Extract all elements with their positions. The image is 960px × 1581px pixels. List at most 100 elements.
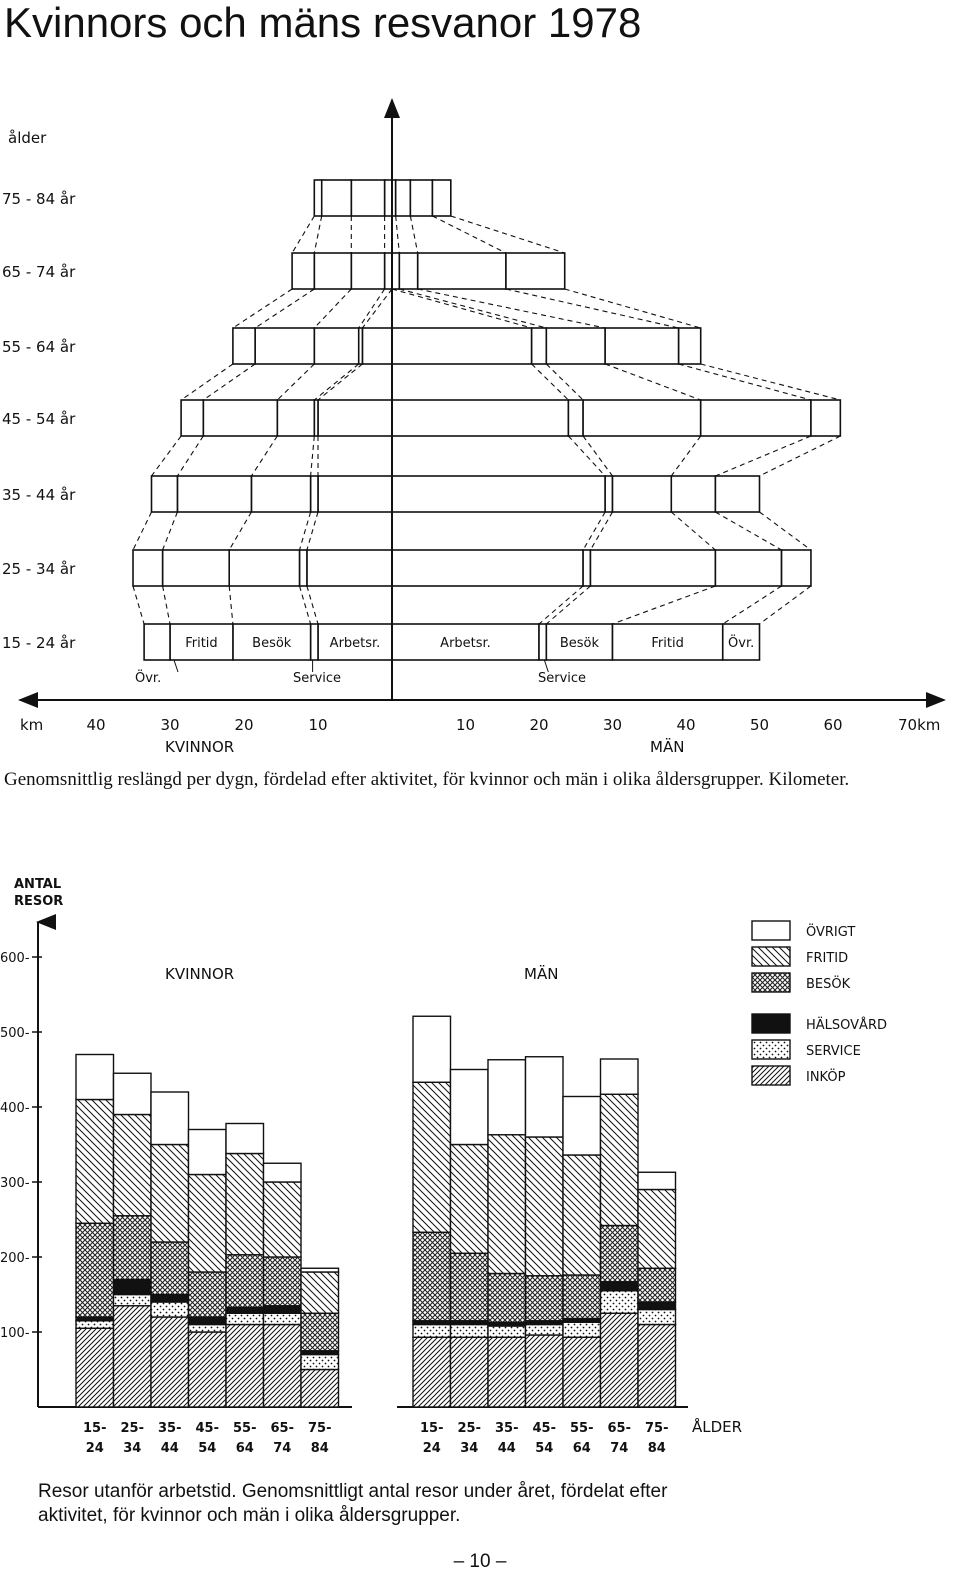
page-title: Kvinnors och mäns resvanor 1978 <box>4 0 642 46</box>
chart2-x-tick-top: 15- <box>420 1421 444 1436</box>
fig1-men-segment-vr <box>721 623 761 661</box>
chart2-bar-man-service <box>449 1323 489 1338</box>
fig1-dash-connector <box>409 215 419 254</box>
fig1-men-segment-besk <box>545 623 614 661</box>
chart2-legend-label: FRITID <box>806 951 848 966</box>
chart2-legend-label: SERVICE <box>806 1044 861 1059</box>
chart2-bar-kvinnor-inkp <box>225 1323 265 1408</box>
fig1-dash-connector <box>162 585 171 625</box>
fig1-dash-connector <box>291 215 315 254</box>
fig1-dash-connector <box>254 288 315 329</box>
chart2-x-tick-bottom: 84 <box>648 1441 666 1456</box>
chart2-x-tick-top: 35- <box>158 1421 182 1436</box>
chart2-bar-kvinnor-besk <box>225 1254 265 1308</box>
chart2-legend-swatch-besk <box>751 972 791 993</box>
chart2-legend-label: BESÖK <box>806 975 851 992</box>
fig1-dash-connector <box>228 585 234 625</box>
fig1-men-segment-vr <box>714 475 761 513</box>
chart2-bar-man-vrigt <box>599 1058 639 1095</box>
fig1-segment-label: Besök <box>252 636 292 651</box>
fig1-x-tick: 30 <box>603 716 622 734</box>
chart2-bar-man-besk <box>599 1224 639 1283</box>
chart2-bar-kvinnor-vrigt <box>187 1128 227 1176</box>
fig1-group-men: MÄN <box>650 737 684 756</box>
chart2-x-tick-top: 75- <box>645 1421 669 1436</box>
chart2-bar-kvinnor-hlsovrd <box>187 1316 227 1326</box>
fig1-dash-connector <box>250 435 278 477</box>
chart2-bar-kvinnor-besk <box>112 1215 152 1281</box>
fig1-dash-connector <box>604 363 701 401</box>
fig1-men-segment-besk <box>582 399 702 437</box>
chart2-xlabel: ÅLDER <box>692 1417 742 1436</box>
fig1-dash-connector <box>545 585 591 625</box>
chart2-x-tick-top: 25- <box>121 1421 145 1436</box>
fig1-men-segment-arbetsr <box>391 549 584 587</box>
chart2-bar-kvinnor-fritid <box>75 1098 115 1224</box>
fig1-women-segment-vr <box>132 549 164 587</box>
fig1-women-segment-vr <box>143 623 171 661</box>
chart2-y-tick-label: 400- <box>0 1101 30 1116</box>
fig1-men-segment-vr <box>431 179 452 217</box>
chart2-bar-kvinnor-service <box>187 1323 227 1333</box>
chart2-bar-kvinnor-fritid <box>112 1113 152 1217</box>
fig1-dash-connector <box>310 435 315 477</box>
fig1-x-unit-left: km <box>20 716 43 734</box>
chart2-bar-man-fritid <box>637 1188 677 1269</box>
chart2-x-tick-top: 75- <box>308 1421 332 1436</box>
fig1-women-segment-fritid <box>169 623 234 661</box>
chart2-bar-man-vrigt <box>562 1095 602 1156</box>
fig1-dash-connector <box>228 511 252 551</box>
fig1-dash-connector <box>298 511 312 551</box>
fig1-x-tick: 30 <box>160 716 179 734</box>
distance-by-age-figure: ålder 75 - 84 år 65 - 74 år 55 - 64 år 45 -… <box>2 98 946 756</box>
chart2-x-tick-top: 65- <box>608 1421 632 1436</box>
chart2-ylabel-line1: ANTAL <box>14 877 61 892</box>
fig1-dash-connector <box>678 363 812 401</box>
fig1-dash-connector <box>361 288 393 329</box>
chart2-bar-man-service <box>562 1321 602 1338</box>
fig1-callout-line <box>543 659 549 673</box>
fig1-men-segment-vr <box>780 549 812 587</box>
chart2-bar-kvinnor-service <box>300 1353 340 1371</box>
chart2-bar-kvinnor-service <box>225 1312 265 1326</box>
fig1-women-segment-vr <box>180 399 205 437</box>
chart2-bar-man-besk <box>562 1274 602 1320</box>
chart2-bar-man-besk <box>412 1231 452 1322</box>
fig1-dash-connector <box>399 288 547 329</box>
fig1-age-label: 65 - 74 år <box>2 263 76 281</box>
chart2-legend-label: INKÖP <box>806 1068 846 1085</box>
fig1-x-unit-right: 70km <box>898 716 940 734</box>
fig1-dash-connector <box>395 215 400 254</box>
chart2-bar-kvinnor-vrigt <box>262 1162 302 1183</box>
chart2-x-tick-bottom: 24 <box>86 1441 104 1456</box>
chart2-bar-kvinnor-vrigt <box>150 1091 190 1146</box>
chart2-x-tick-top: 15- <box>83 1421 107 1436</box>
fig1-women-segment-besk <box>350 252 386 290</box>
fig1-x-tick: 20 <box>234 716 253 734</box>
fig1-dash-connector <box>162 511 178 551</box>
chart2-legend-swatch-hlsovrd <box>751 1013 791 1034</box>
fig1-men-segment-besk <box>611 475 673 513</box>
chart2-bar-kvinnor-service <box>262 1312 302 1326</box>
chart2-y-tick-label: 500- <box>0 1026 30 1041</box>
fig1-men-segment-arbetsr <box>391 623 540 661</box>
fig1-dash-connector <box>450 215 565 254</box>
chart2-bar-man-besk <box>449 1252 489 1322</box>
chart2-x-tick-bottom: 84 <box>311 1441 329 1456</box>
fig1-men-segment-besk <box>545 327 606 365</box>
fig1-dash-connector <box>417 288 606 329</box>
chart2-legend: ÖVRIGT FRITID BESÖK HÄLSOVÅRD SERVICE INKÖP <box>751 920 887 1086</box>
chart2-bar-kvinnor-inkp <box>75 1327 115 1408</box>
fig1-women-segment-vr <box>291 252 316 290</box>
figure2-caption: Resor utanför arbetstid. Genomsnittligt … <box>38 1481 668 1526</box>
fig1-men-segment-vr <box>677 327 702 365</box>
fig1-women-segment-vr <box>313 179 323 217</box>
chart2-bar-kvinnor-hlsovrd <box>150 1293 190 1303</box>
fig1-dashed-links <box>132 215 841 625</box>
fig1-segment-label: Fritid <box>185 636 217 651</box>
chart2-bar-man-inkp <box>599 1312 639 1408</box>
fig1-dash-connector <box>759 511 812 551</box>
chart2-x-tick-bottom: 34 <box>460 1441 478 1456</box>
fig1-women-segment-vr <box>150 475 179 513</box>
fig1-women-segment-arbetsr <box>317 623 393 661</box>
